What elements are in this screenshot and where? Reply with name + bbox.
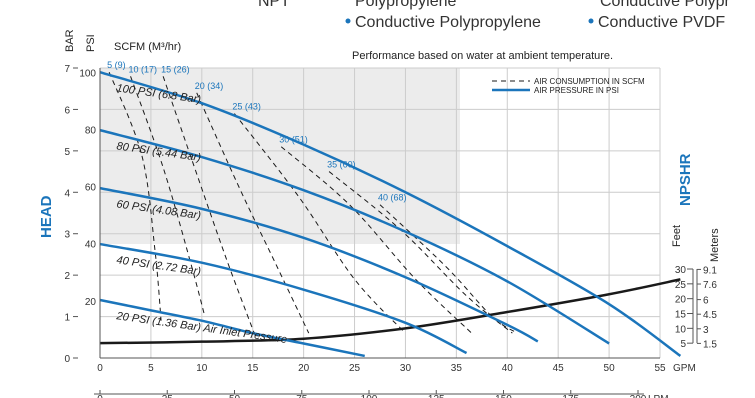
lpm-tick-label: 175 (562, 394, 579, 398)
scfm-curve-label: 25 (43) (232, 102, 261, 112)
npshr-meter-tick: 9.1 (703, 265, 717, 276)
npshr-feet-tick: 25 (675, 280, 687, 291)
psi-tick-label: 20 (85, 297, 97, 308)
pressure-curve (99, 70, 682, 357)
scfm-curve-label: 35 (60) (327, 160, 356, 170)
npshr-meter-tick: 6 (703, 296, 709, 307)
psi-tick-label: 80 (85, 125, 97, 136)
bar-tick-label: 5 (64, 147, 70, 158)
npshr-axis-title: NPSHR (677, 153, 694, 206)
material-conductive-polypr: Conductive Polypr (600, 0, 731, 10)
lpm-tick-label: 150 (495, 394, 512, 398)
scfm-curve (130, 76, 206, 317)
scfm-header: SCFM (M³/hr) (114, 41, 181, 53)
npshr-feet-tick: 15 (675, 310, 687, 321)
head-axis-title: HEAD (38, 195, 55, 238)
header-npt: NPT (258, 0, 290, 10)
scfm-curve-label: 20 (34) (195, 81, 224, 91)
legend-air-consumption: AIR CONSUMPTION IN SCFM (534, 77, 645, 86)
gpm-tick-label: 40 (502, 363, 514, 374)
npshr-meter-tick: 4.5 (703, 310, 717, 321)
bar-axis-title: BAR (64, 29, 76, 52)
gpm-tick-label: 25 (349, 363, 361, 374)
gpm-tick-label: 30 (400, 363, 412, 374)
legend-air-pressure: AIR PRESSURE IN PSI (534, 86, 619, 95)
npshr-meters-title: Meters (709, 228, 721, 262)
scfm-curve (379, 204, 518, 334)
bar-tick-label: 1 (64, 313, 70, 324)
scfm-curve-label: 15 (26) (161, 64, 190, 74)
scfm-curve (234, 113, 406, 334)
bullet-dot (588, 18, 594, 24)
bar-tick-label: 4 (64, 188, 70, 199)
lpm-tick-label: 125 (428, 394, 445, 398)
scfm-curve-label: 40 (68) (378, 193, 407, 203)
gpm-tick-label: 15 (247, 363, 259, 374)
lpm-unit-label: LPM (648, 394, 669, 398)
bullet-dot (345, 18, 351, 24)
lpm-tick-label: 25 (162, 394, 174, 398)
gpm-tick-label: 45 (553, 363, 565, 374)
pressure-curve (99, 128, 610, 345)
npshr-meter-tick: 1.5 (703, 339, 717, 350)
material-polypropylene: Polypropylene (355, 0, 457, 10)
gpm-tick-label: 0 (97, 363, 103, 374)
scfm-curve-label: 5 (9) (107, 60, 126, 70)
psi-tick-label: 100 (79, 68, 96, 79)
scfm-curve (328, 171, 513, 334)
chart-grid (99, 67, 661, 359)
npshr-curve-group (99, 278, 681, 345)
gpm-tick-label: 50 (604, 363, 616, 374)
gpm-tick-label: 35 (451, 363, 463, 374)
npshr-feet-tick: 10 (675, 324, 687, 335)
bar-tick-label: 6 (64, 105, 70, 116)
gpm-tick-label: 55 (654, 363, 666, 374)
npshr-feet-title: Feet (671, 225, 683, 247)
material-conductive-pp: Conductive Polypropylene (355, 14, 541, 31)
scfm-curve (196, 92, 310, 334)
psi-tick-label: 60 (85, 183, 97, 194)
scfm-curves-group: 5 (9) 10 (17) 15 (26)20 (34)25 (43)30 (51)… (107, 60, 518, 338)
npshr-feet-tick: 30 (675, 265, 687, 276)
npshr-feet-tick: 20 (675, 295, 687, 306)
pressure-curve (99, 186, 539, 343)
npshr-meter-tick: 7.6 (703, 280, 717, 291)
psi-tick-label: 40 (85, 240, 97, 251)
lpm-tick-label: 200 (630, 394, 647, 398)
gpm-tick-label: 5 (148, 363, 154, 374)
lpm-tick-label: 75 (296, 394, 308, 398)
scfm-curve (108, 71, 162, 321)
npshr-meter-tick: 3 (703, 325, 709, 336)
gpm-unit-label: GPM (673, 363, 696, 374)
lpm-tick-label: 50 (229, 394, 241, 398)
npshr-curve (99, 278, 681, 345)
chart-shade (100, 68, 460, 244)
bar-tick-label: 0 (64, 354, 70, 365)
lpm-tick-label: 100 (361, 394, 378, 398)
npshr-feet-tick: 5 (680, 339, 686, 350)
bar-tick-label: 7 (64, 64, 70, 75)
gpm-tick-label: 10 (196, 363, 208, 374)
pressure-curve (99, 298, 365, 358)
gpm-tick-label: 20 (298, 363, 310, 374)
psi-axis-title: PSI (85, 34, 97, 52)
scfm-curve-label: 10 (17) (129, 64, 158, 74)
scfm-curve (162, 76, 257, 338)
performance-note: Performance based on water at ambient te… (352, 50, 613, 62)
material-conductive-pvdf: Conductive PVDF (598, 14, 725, 31)
lpm-tick-label: 0 (97, 394, 103, 398)
pressure-curve (99, 242, 468, 355)
bar-tick-label: 2 (64, 271, 70, 282)
scfm-curve (280, 146, 472, 334)
bar-tick-label: 3 (64, 230, 70, 241)
